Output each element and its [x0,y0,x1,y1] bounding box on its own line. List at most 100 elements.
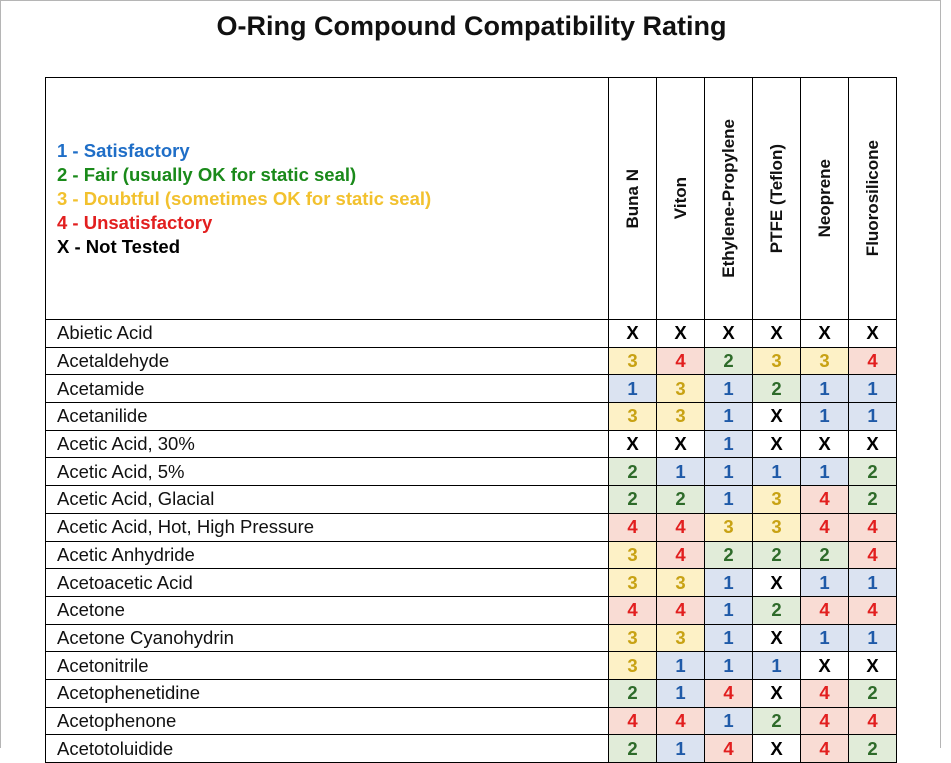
rating-cell: 1 [704,596,753,625]
rating-cell: 3 [656,568,705,597]
rating-cell: 1 [704,568,753,597]
table-row: Acetonitrile 3 1 1 1 X X [45,651,897,680]
table-row: Acetaldehyde 3 4 2 3 3 4 [45,347,897,376]
rating-cell: X [752,624,801,653]
table-row: Acetone 4 4 1 2 4 4 [45,596,897,625]
rating-cell: 1 [656,734,705,763]
rating-cell: 1 [800,624,849,653]
rating-cell: 3 [656,402,705,431]
chemical-name: Acetone Cyanohydrin [45,624,609,653]
rating-cell: 4 [800,485,849,514]
rating-cell: 4 [704,734,753,763]
rating-cell: 1 [800,568,849,597]
rating-cell: 4 [656,347,705,376]
table-row: Acetic Acid, 30% X X 1 X X X [45,430,897,459]
rating-cell: 3 [800,347,849,376]
rating-cell: 3 [752,347,801,376]
chemical-name: Acetophenone [45,707,609,736]
rating-cell: 3 [656,624,705,653]
table-row: Acetanilide 3 3 1 X 1 1 [45,402,897,431]
rating-cell: X [752,679,801,708]
rating-cell: 2 [656,485,705,514]
chemical-name: Acetic Anhydride [45,541,609,570]
rating-cell: X [848,651,897,680]
chemical-name: Acetonitrile [45,651,609,680]
rating-cell: 2 [848,679,897,708]
table-row: Acetophenone 4 4 1 2 4 4 [45,707,897,736]
column-header-viton: Viton [656,77,705,320]
table-row: Acetophenetidine 2 1 4 X 4 2 [45,679,897,708]
table-row: Acetic Acid, Hot, High Pressure 4 4 3 3 4 4 [45,513,897,542]
rating-cell: 4 [608,596,657,625]
table-row: Acetic Acid, 5% 2 1 1 1 1 2 [45,457,897,487]
rating-cell: 3 [704,513,753,542]
rating-cell: 2 [704,541,753,570]
rating-cell: 1 [848,568,897,597]
rating-cell: 1 [704,485,753,514]
rating-cell: X [800,430,849,459]
rating-cell: 4 [848,513,897,542]
table-row: Acetamide 1 3 1 2 1 1 [45,374,897,404]
chemical-name: Acetone [45,596,609,625]
rating-cell: 2 [752,596,801,625]
column-header-fluorosilicone: Fluorosilicone [848,77,897,320]
page-title: O-Ring Compound Compatibility Rating [216,11,727,41]
rating-cell: X [656,430,705,459]
rating-cell: X [752,568,801,597]
rating-cell: 2 [704,347,753,376]
rating-cell: 1 [656,457,705,487]
column-header-buna-n: Buna N [608,77,657,320]
rating-cell: 2 [800,541,849,570]
rating-cell: 4 [800,596,849,625]
rating-cell: X [800,651,849,680]
rating-cell: X [608,430,657,459]
rating-cell: 1 [704,457,753,487]
rating-cell: 1 [848,374,897,404]
table-row: Acetic Anhydride 3 4 2 2 2 4 [45,541,897,570]
rating-cell: 1 [800,374,849,404]
rating-cell: 2 [608,485,657,514]
table-row: Acetone Cyanohydrin 3 3 1 X 1 1 [45,624,897,653]
rating-cell: 4 [656,596,705,625]
rating-cell: 4 [656,541,705,570]
chemical-name: Acetophenetidine [45,679,609,708]
rating-cell: 3 [608,347,657,376]
rating-cell: 4 [800,513,849,542]
rating-cell: 1 [704,651,753,680]
rating-cell: 1 [608,374,657,404]
rating-cell: 3 [608,402,657,431]
legend-cell: 1 - Satisfactory 2 - Fair (usually OK fo… [45,77,609,320]
legend-doubtful: 3 - Doubtful (sometimes OK for static se… [57,187,432,209]
rating-cell: X [608,319,657,348]
rating-cell: 2 [608,734,657,763]
rating-cell: 1 [704,624,753,653]
rating-cell: 1 [752,457,801,487]
chemical-name: Acetamide [45,374,609,404]
rating-cell: 1 [656,651,705,680]
chemical-name: Acetic Acid, 5% [45,457,609,487]
rating-cell: 4 [656,513,705,542]
chemical-name: Acetic Acid, 30% [45,430,609,459]
compatibility-table: 1 - Satisfactory 2 - Fair (usually OK fo… [45,77,897,763]
chemical-name: Acetic Acid, Glacial [45,485,609,514]
rating-cell: 4 [848,596,897,625]
rating-cell: 2 [848,734,897,763]
rating-cell: 4 [704,679,753,708]
rating-cell: 4 [848,541,897,570]
rating-cell: 1 [848,624,897,653]
rating-cell: 4 [800,679,849,708]
rating-cell: 2 [608,679,657,708]
rating-cell: 1 [704,374,753,404]
rating-cell: X [800,319,849,348]
rating-cell: 4 [800,734,849,763]
rating-cell: 4 [848,347,897,376]
rating-cell: 4 [608,707,657,736]
rating-cell: X [848,319,897,348]
legend-fair: 2 - Fair (usually OK for static seal) [57,163,357,185]
rating-cell: 3 [752,513,801,542]
table-row: Acetotoluidide 2 1 4 X 4 2 [45,734,897,763]
rating-cell: 1 [800,402,849,431]
rating-cell: 2 [752,707,801,736]
legend-not-tested: X - Not Tested [57,235,180,257]
